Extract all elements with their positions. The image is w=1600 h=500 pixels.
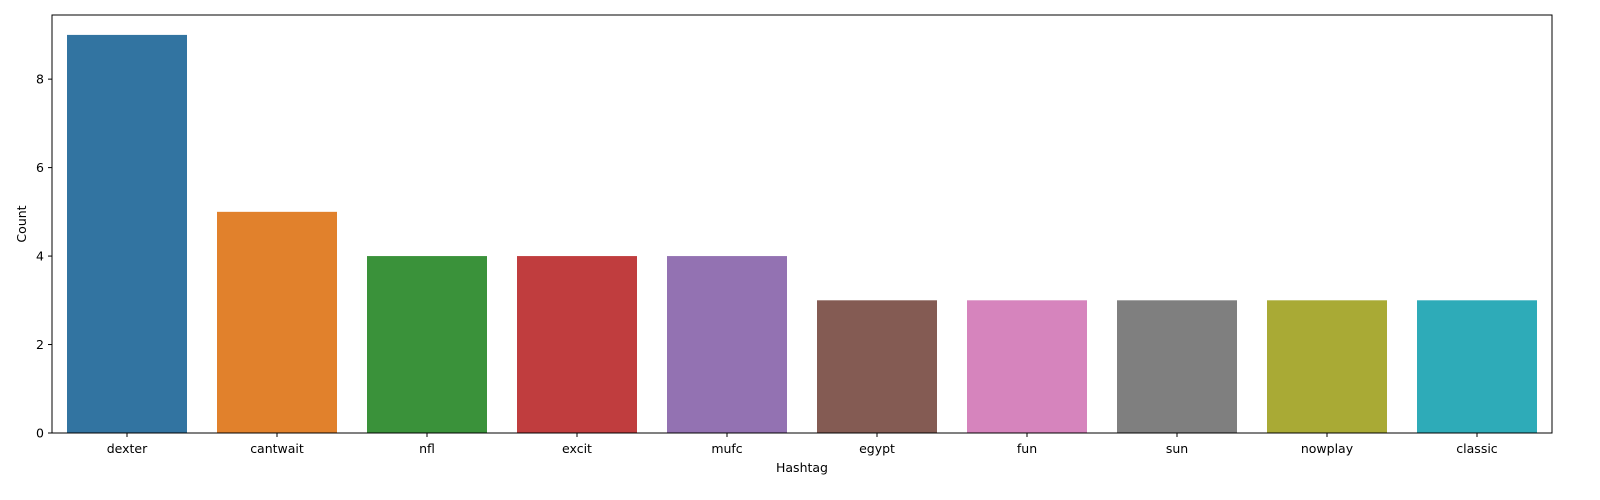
x-tick-label: sun xyxy=(1166,441,1188,456)
bar-classic xyxy=(1417,300,1537,433)
y-tick-label: 4 xyxy=(36,249,44,264)
x-tick-label: excit xyxy=(562,441,592,456)
plot-frame xyxy=(51,14,1553,434)
bar-nfl xyxy=(367,256,487,433)
bar-fun xyxy=(967,300,1087,433)
x-tick-label: fun xyxy=(1017,441,1037,456)
x-tick-label: nfl xyxy=(419,441,435,456)
bar-cantwait xyxy=(217,211,337,433)
y-tick-label: 0 xyxy=(36,426,44,441)
y-axis-title: Count xyxy=(14,205,29,242)
x-tick-label: nowplay xyxy=(1301,441,1354,456)
x-axis-title: Hashtag xyxy=(776,460,828,475)
bar-excit xyxy=(517,256,637,433)
bar-dexter xyxy=(67,34,187,434)
x-tick-label: dexter xyxy=(107,441,148,456)
y-tick-label: 8 xyxy=(36,72,44,87)
y-axis-ticks: 0 2 4 6 8 xyxy=(36,72,52,441)
y-tick-label: 6 xyxy=(36,160,44,175)
x-tick-label: mufc xyxy=(711,441,742,456)
y-tick-label: 2 xyxy=(36,337,44,352)
bar-nowplay xyxy=(1267,300,1387,433)
bar-mufc xyxy=(667,256,787,433)
x-tick-label: classic xyxy=(1456,441,1498,456)
x-tick-label: cantwait xyxy=(250,441,304,456)
x-tick-label: egypt xyxy=(859,441,895,456)
bars-group xyxy=(67,34,1537,434)
bar-sun xyxy=(1117,300,1237,433)
bar-egypt xyxy=(817,300,937,433)
x-axis-ticks: dexter cantwait nfl excit mufc egypt fun sun now… xyxy=(107,433,1498,456)
